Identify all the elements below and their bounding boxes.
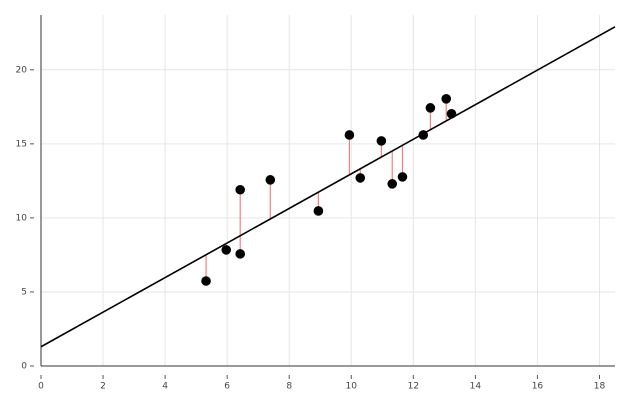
point (221, 245, 232, 255)
point (387, 179, 398, 189)
x-tick-label: 10 (346, 382, 358, 392)
y-tick-label: 5 (21, 287, 27, 297)
y-tick-label: 0 (21, 362, 27, 372)
point (376, 136, 387, 146)
point (355, 173, 366, 183)
point (201, 276, 211, 286)
point (235, 184, 245, 195)
x-tick-label: 16 (532, 382, 544, 392)
x-tick-label: 18 (594, 382, 606, 392)
point (418, 130, 429, 140)
x-tick-label: 4 (162, 382, 168, 392)
x-tick-label: 14 (470, 382, 482, 392)
x-tick-label: 8 (286, 382, 292, 392)
x-tick-label: 6 (224, 382, 230, 392)
x-tick-label: 2 (100, 382, 106, 392)
point (425, 103, 436, 113)
point (441, 94, 452, 104)
point (265, 175, 276, 185)
y-tick-label: 15 (16, 139, 27, 149)
y-tick-label: 20 (16, 65, 28, 75)
x-tick-label: 0 (38, 382, 44, 392)
point (446, 108, 457, 119)
point (397, 172, 408, 182)
point (313, 206, 324, 216)
x-tick-label: 12 (408, 382, 419, 392)
point (235, 249, 245, 259)
y-tick-label: 10 (16, 213, 28, 223)
fit-line (40, 26, 616, 348)
point (344, 130, 355, 140)
